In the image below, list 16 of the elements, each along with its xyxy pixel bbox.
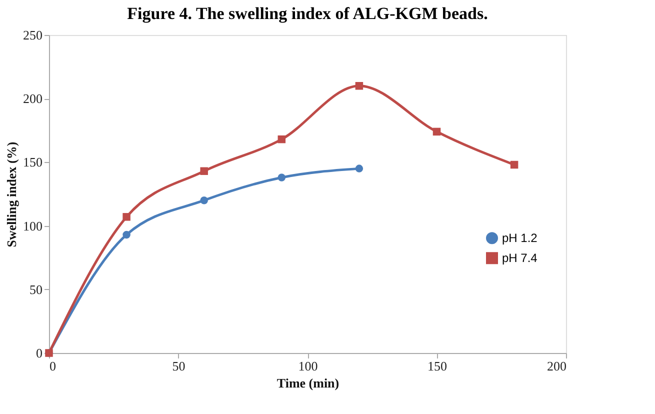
- y-tick-label: 150: [23, 154, 42, 170]
- x-tick-label: 100: [298, 358, 318, 374]
- legend-label: pH 7.4: [502, 251, 538, 266]
- y-tick-label: 50: [30, 282, 42, 297]
- x-axis-title: Time (min): [276, 376, 340, 390]
- x-tick-label: 150: [428, 358, 447, 374]
- x-tick-label: 200: [547, 358, 566, 374]
- y-axis-title: Swelling index (%): [4, 142, 19, 248]
- x-tick-label: 0: [50, 358, 56, 374]
- y-tick-label: 100: [23, 218, 42, 234]
- legend-label: pH 1.2: [502, 231, 538, 246]
- x-tick-label: 50: [172, 358, 186, 374]
- chart-title: Figure 4. The swelling index of ALG-KGM beads.: [127, 4, 488, 23]
- y-tick-label: 200: [23, 91, 42, 106]
- y-tick-label: 0: [36, 346, 42, 360]
- y-tick-label: 250: [23, 28, 42, 42]
